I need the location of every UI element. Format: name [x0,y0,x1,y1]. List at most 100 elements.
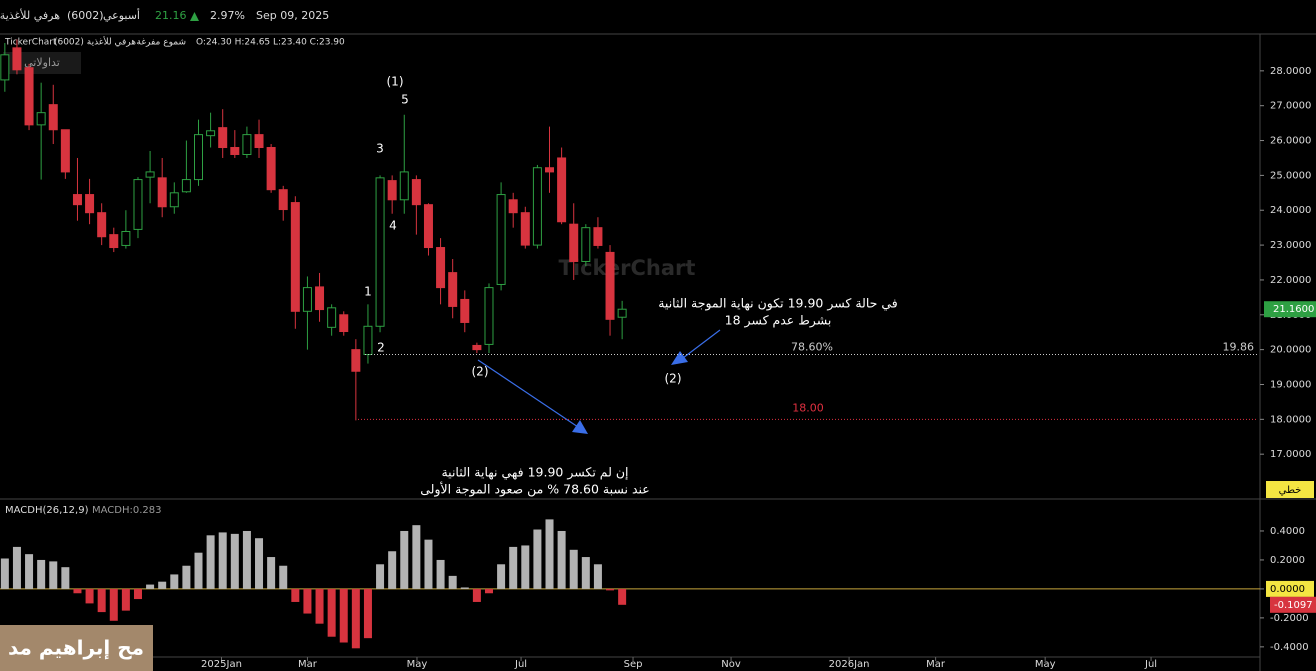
histogram-bar [557,530,566,589]
histogram-bar [194,552,203,589]
candle-body [242,134,252,155]
histogram-bar [146,584,155,589]
wave-label: 2 [377,341,385,355]
x-tick-label: Jul [1144,659,1157,670]
candle-body [278,189,288,211]
x-tick-label: 2025Jan [201,659,242,670]
candle-body [181,179,191,193]
note: في حالة كسر 19.90 تكون نهاية الموجة الثا… [658,296,898,312]
histogram-bar [242,530,251,589]
wave-label: 1 [364,285,372,299]
header-name: هرفي للأغذية [0,8,60,22]
histogram-bar [327,588,336,637]
candle-body [266,147,276,191]
x-tick-label: Nov [721,659,741,670]
candle-body [363,325,373,356]
author-box [0,625,153,671]
wave-label: 5 [401,93,409,107]
histogram-bar [303,588,312,614]
candle-body [109,234,119,249]
histogram-bar [97,588,106,613]
histogram-bar [545,519,554,589]
header-code: (6002) [67,9,104,22]
watermark: TickerChart [559,256,696,280]
x-tick-label: May [1035,659,1056,670]
histogram-bar [218,532,227,589]
x-tick-label: Jul [514,659,527,670]
line-tag: خطي [1279,485,1302,496]
candle-body [133,179,143,230]
histogram-bar [49,561,58,589]
y-tick-label: 18.0000 [1270,414,1311,425]
line-tag-box [1266,481,1314,498]
histogram-bar [593,564,602,589]
candle-body [315,286,325,311]
candle-body [339,314,349,333]
y-tick-label: 27.0000 [1270,101,1311,112]
candle-body [290,202,300,312]
candle-body [423,204,433,249]
candle-body [448,272,458,307]
histogram-bar [376,564,385,589]
candle-body [230,147,240,155]
y-tick-label: 19.0000 [1270,379,1311,390]
y-tick-label: 26.0000 [1270,136,1311,147]
histogram-bar [73,588,82,594]
candle-body [484,287,494,345]
histogram-bar [291,588,300,602]
candle-body [157,177,167,208]
candle-body [351,349,361,372]
histogram-bar [315,588,324,624]
wave-label: (2) [472,365,489,379]
histogram-bar [12,546,21,589]
histogram-bar [267,557,276,589]
price-tag-label: 21.1600 [1273,304,1314,315]
x-tick-label: May [407,659,428,670]
histogram-bar [351,588,360,649]
y-tick-label: 28.0000 [1270,66,1311,77]
histogram-bar [569,549,578,589]
histogram-bar [25,554,34,589]
histogram-bar [412,525,421,589]
zero-tag [1266,580,1314,597]
histogram-bar [448,575,457,589]
candle-body [472,344,482,351]
histogram-bar [121,588,130,611]
wave-label: 3 [376,142,384,156]
x-tick-label: Sep [624,659,643,670]
legend-source: TickerChart [4,38,57,48]
candle-body [254,134,264,149]
candle-body [24,67,34,126]
badge-box [3,52,81,74]
histogram-bar [400,530,409,589]
histogram-bar [388,551,397,589]
histogram-bar [109,588,118,621]
histogram-bar [158,581,167,589]
x-tick-label: Mar [298,659,318,670]
histogram-bar [436,559,445,589]
y-tick-label: 0.2000 [1270,555,1305,566]
candle-body [194,134,204,181]
y-tick-label: 0.4000 [1270,526,1305,537]
y-tick-label: 24.0000 [1270,205,1311,216]
candle-body [496,194,506,285]
candle-body [48,104,58,131]
y-tick-label: 22.0000 [1270,275,1311,286]
candle-body [206,130,216,137]
candle-body [436,247,446,289]
level-label: 18.00 [792,401,824,414]
candle-body [581,227,591,262]
histogram-bar [182,565,191,589]
candle-body [302,287,312,312]
candle-body [12,47,22,71]
histogram-bar [472,588,481,602]
macd-title: MACDH(26,12,9) [5,505,89,516]
candle-body [569,223,579,262]
wave-label: (1) [387,75,404,89]
y-tick-label: -0.2000 [1270,613,1309,624]
author: مح إبراهيم مد [8,636,144,660]
histogram-bar [509,546,518,589]
y-tick-label: 25.0000 [1270,170,1311,181]
level-label: 19.86 [1223,341,1255,354]
histogram-bar [255,538,264,589]
